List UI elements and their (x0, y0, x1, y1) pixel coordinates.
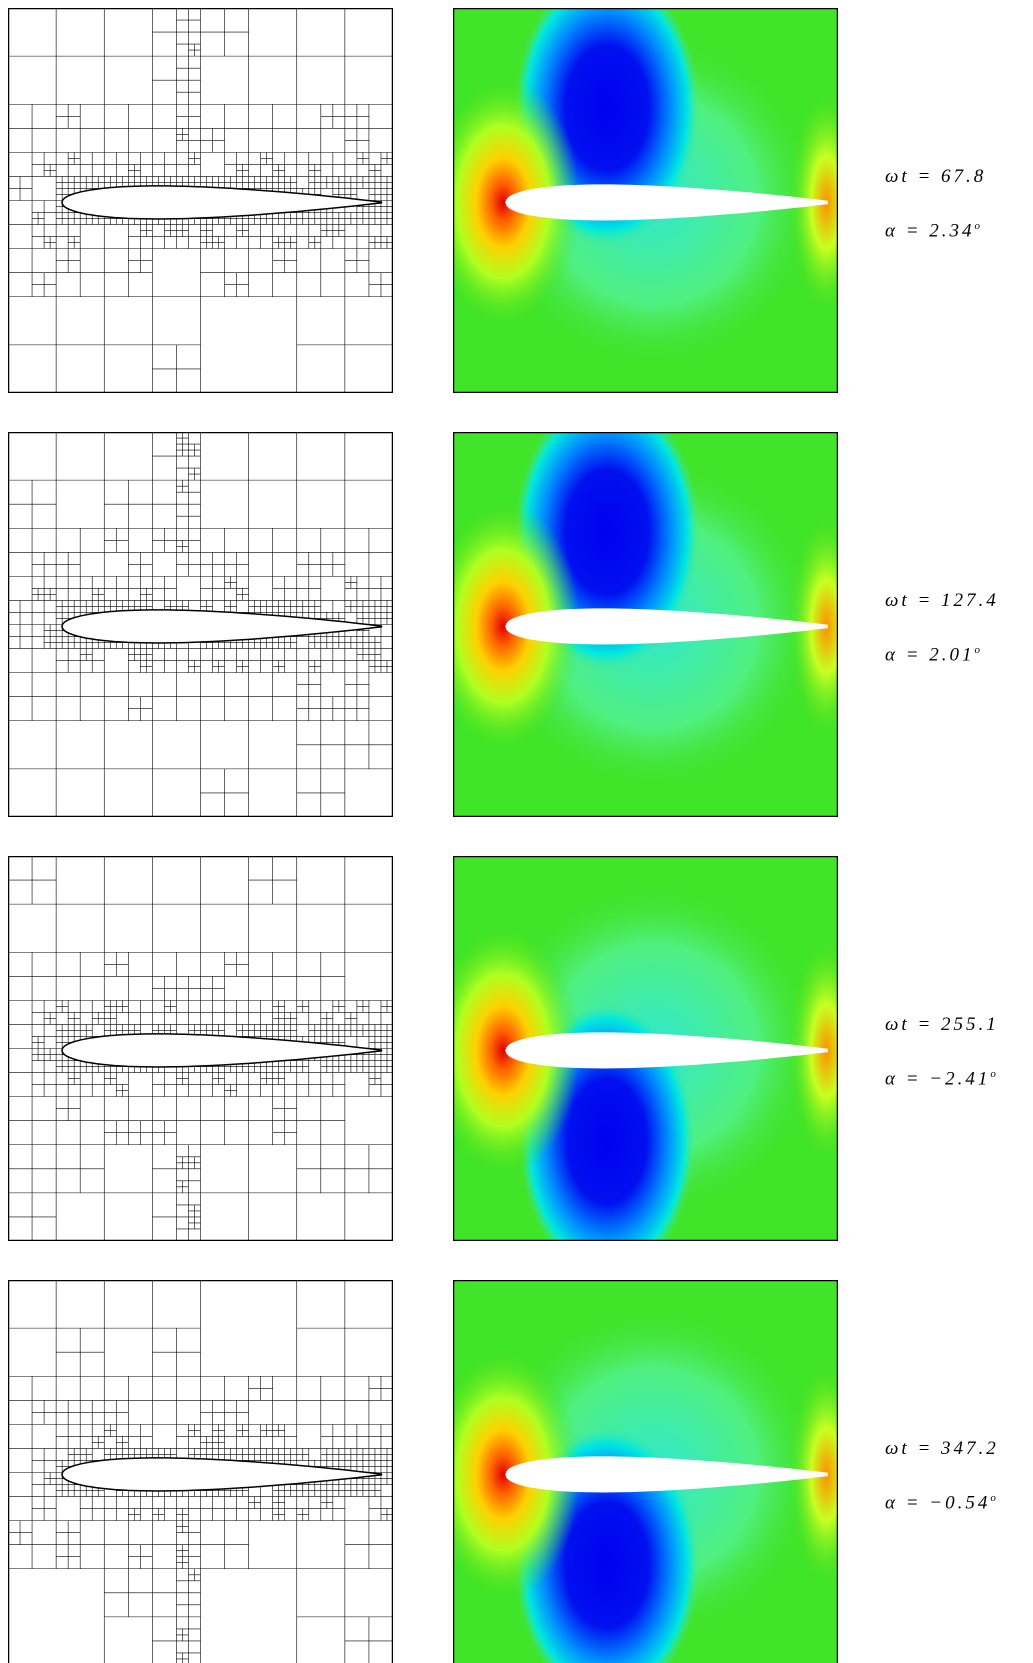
frame (453, 432, 838, 817)
contour-panel (453, 856, 838, 1241)
airfoil (505, 184, 828, 221)
angle-label: α = 2.34o (885, 220, 983, 242)
airfoil (61, 609, 383, 644)
degree: o (990, 1067, 999, 1080)
mesh-cells (8, 1280, 393, 1663)
angle-value: α = −2.41 (885, 1068, 991, 1090)
degree: o (974, 219, 984, 232)
contour-panel (453, 432, 838, 817)
mesh-panel (8, 856, 393, 1241)
airfoil (505, 1456, 828, 1493)
mesh-panel (8, 1280, 393, 1663)
angle-label: α = 2.01o (885, 644, 983, 666)
mesh-panel (8, 432, 393, 817)
frame (8, 8, 393, 393)
frame (8, 1280, 393, 1663)
frame (8, 432, 393, 817)
contour-panel (453, 1280, 838, 1663)
frame (453, 1280, 838, 1663)
time-label: ωt = 255.1 (885, 1013, 999, 1035)
angle-value: α = 2.01 (885, 644, 975, 666)
time-label: ωt = 67.8 (885, 165, 987, 187)
frame (453, 856, 838, 1241)
mesh-panel (8, 8, 393, 393)
airfoil (61, 185, 383, 220)
time-label: ωt = 127.4 (885, 589, 999, 611)
airfoil (505, 608, 828, 645)
frame (8, 856, 393, 1241)
angle-label: α = −0.54o (885, 1492, 999, 1514)
airfoil (61, 1457, 383, 1492)
angle-value: α = 2.34 (885, 220, 975, 242)
angle-value: α = −0.54 (885, 1492, 991, 1514)
time-label: ωt = 347.2 (885, 1437, 999, 1459)
frame (453, 8, 838, 393)
airfoil (505, 1032, 828, 1069)
angle-label: α = −2.41o (885, 1068, 999, 1090)
contour-panel (453, 8, 838, 393)
degree: o (990, 1491, 999, 1504)
airfoil (61, 1033, 383, 1068)
degree: o (974, 643, 984, 656)
